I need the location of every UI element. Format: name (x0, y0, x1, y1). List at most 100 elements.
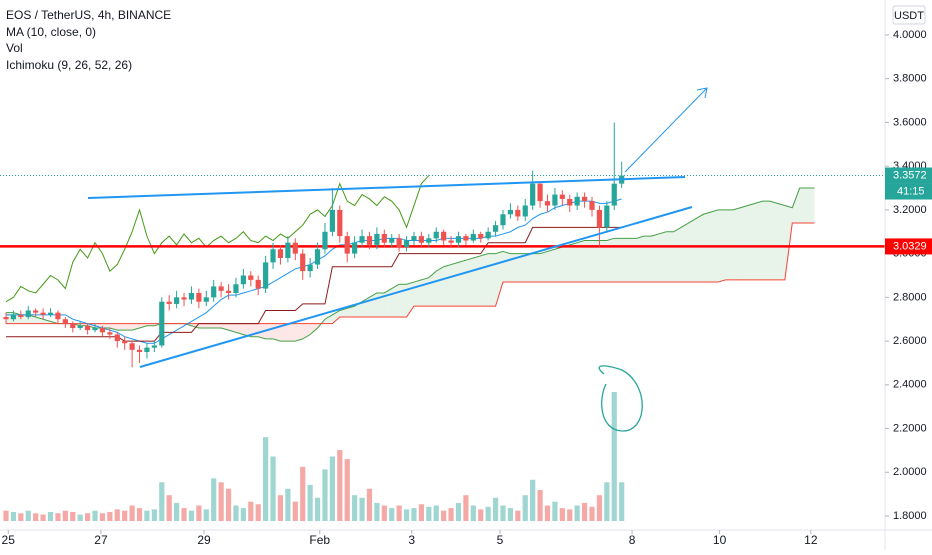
volume-bar (47, 511, 54, 521)
candle-body (537, 183, 543, 202)
currency-box[interactable] (892, 5, 926, 25)
cloud-segment (443, 264, 452, 307)
cloud-segment (562, 244, 570, 283)
cloud-segment (339, 308, 348, 318)
cloud-segment (235, 323, 244, 335)
candle-body (611, 183, 617, 206)
candle-body (277, 249, 284, 259)
cloud-segment (777, 203, 785, 280)
price-label-box (885, 167, 932, 184)
y-tick-label: 3.6000 (893, 116, 927, 128)
cloud-segment (599, 240, 607, 283)
candle-body (255, 279, 261, 289)
volume-bar (581, 502, 588, 521)
volume-bar (10, 511, 17, 521)
candle-body (203, 297, 209, 302)
volume-bar (530, 479, 536, 521)
volume-bar (463, 495, 469, 521)
candle-body (33, 310, 39, 313)
candle-body (433, 231, 439, 239)
volume-bar (255, 504, 261, 521)
hand-circle (598, 365, 643, 432)
volume-bar (337, 450, 343, 521)
candle-body (485, 231, 491, 239)
candle-body (455, 236, 462, 243)
cloud-segment (124, 323, 133, 331)
candle-body (25, 310, 31, 318)
candle-body (366, 236, 373, 245)
cloud-segment (191, 323, 199, 328)
y-tick-label: 4.0000 (893, 29, 927, 41)
volume-bar (300, 466, 306, 521)
volume-bar (455, 502, 462, 521)
indicator-line (6, 198, 622, 344)
x-tick-label: 10 (713, 533, 727, 547)
cloud-segment (651, 233, 659, 283)
cloud-segment (428, 271, 437, 307)
cloud-segment (577, 240, 585, 283)
cloud-segment (146, 323, 155, 326)
candle-body (314, 249, 321, 265)
volume-bar (122, 510, 128, 521)
cloud-segment (740, 205, 748, 280)
candle-body (174, 297, 180, 304)
candle-body (218, 286, 224, 291)
volume-bar (567, 509, 573, 521)
x-tick-label: Feb (309, 533, 330, 547)
volume-bar (263, 437, 269, 521)
candle-body (559, 194, 565, 199)
cloud-segment (621, 238, 630, 283)
candle-body (196, 292, 202, 302)
cloud-segment (755, 201, 763, 280)
candle-body (530, 183, 536, 206)
candle-body (507, 209, 514, 215)
volume-bar (552, 501, 558, 521)
candle-body (448, 240, 454, 243)
volume-bar (352, 495, 358, 521)
cloud-segment (80, 323, 88, 326)
volume-bar (307, 484, 313, 521)
cloud-segment (547, 249, 555, 283)
volume-bar (441, 510, 447, 521)
candle-body (522, 205, 528, 217)
candle-body (292, 242, 298, 254)
cloud-segment (310, 323, 318, 335)
volume-bar (33, 513, 39, 521)
volume-bar (359, 497, 365, 521)
volume-bar (233, 505, 239, 521)
volume-bar (92, 510, 98, 521)
volume-bar (129, 505, 135, 521)
candle-body (151, 345, 157, 348)
candle-body (478, 233, 484, 239)
volume-bar (537, 490, 543, 521)
trend-line (87, 176, 686, 199)
cloud-segment (569, 242, 578, 283)
cloud-segment (792, 188, 800, 224)
x-tick-label: 12 (804, 533, 818, 547)
countdown-box (885, 183, 932, 200)
volume-bar (211, 478, 217, 521)
cloud-segment (666, 231, 674, 283)
candle-body (344, 236, 350, 254)
candle-body (418, 236, 424, 243)
volume-bar (604, 482, 610, 521)
candle-body (544, 201, 551, 206)
cloud-segment (243, 323, 251, 337)
cloud-segment (725, 209, 733, 280)
volume-bar (225, 488, 232, 521)
x-tick-label: 29 (197, 533, 211, 547)
cloud-segment (532, 253, 541, 283)
indicator-line (5, 175, 430, 303)
candle-body (604, 205, 610, 228)
volume-bar (485, 506, 491, 521)
candle-body (107, 332, 113, 335)
cloud-segment (799, 188, 808, 224)
y-tick-label: 2.0000 (893, 466, 927, 478)
price-axis-bg (885, 0, 932, 550)
candle-body (470, 233, 476, 241)
candle-body (589, 201, 595, 210)
candle-body (581, 196, 588, 202)
level-label: 3.0329 (893, 240, 927, 252)
volume-bar (619, 482, 625, 521)
